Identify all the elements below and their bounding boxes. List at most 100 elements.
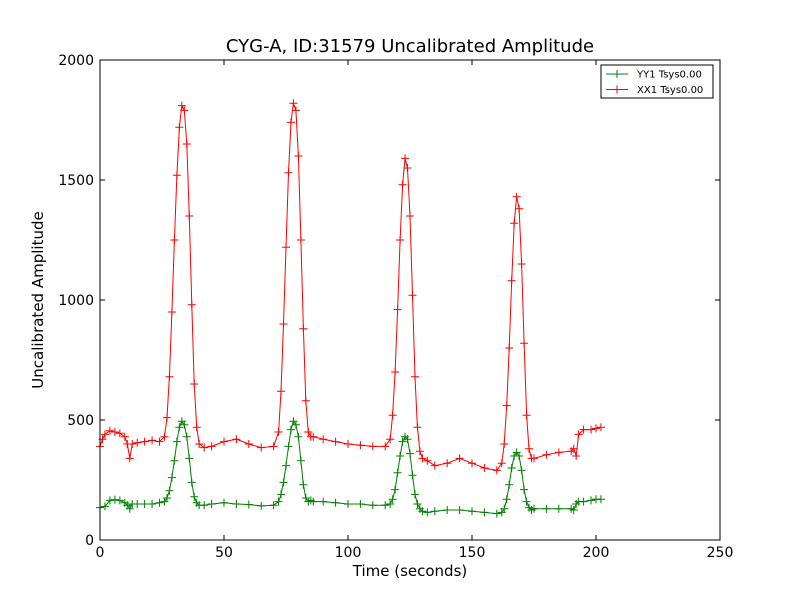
data-point bbox=[167, 473, 176, 482]
data-point bbox=[415, 447, 424, 456]
data-point bbox=[386, 435, 395, 444]
data-point bbox=[284, 168, 293, 177]
data-point bbox=[515, 452, 524, 460]
data-point bbox=[344, 440, 352, 448]
data-point bbox=[368, 501, 377, 510]
data-point bbox=[505, 344, 514, 352]
legend: YY1 Tsys0.00 XX1 Tsys0.00 bbox=[600, 64, 714, 99]
data-point bbox=[530, 504, 538, 513]
data-point bbox=[331, 437, 340, 446]
data-point bbox=[180, 106, 189, 115]
data-point bbox=[497, 459, 506, 468]
data-point bbox=[148, 436, 157, 445]
data-point bbox=[187, 478, 196, 487]
data-point bbox=[207, 442, 216, 451]
data-point bbox=[520, 339, 529, 348]
data-point bbox=[408, 471, 417, 480]
data-point bbox=[274, 428, 283, 436]
data-point bbox=[512, 192, 521, 201]
data-point bbox=[244, 440, 253, 448]
data-point bbox=[522, 411, 531, 420]
data-point bbox=[574, 430, 583, 439]
data-point bbox=[167, 308, 176, 316]
data-point bbox=[480, 508, 489, 517]
data-point bbox=[277, 490, 286, 499]
data-point bbox=[296, 236, 305, 244]
data-point bbox=[155, 498, 164, 507]
data-point bbox=[522, 497, 531, 506]
data-point bbox=[319, 497, 328, 506]
data-point bbox=[282, 461, 290, 470]
data-point bbox=[232, 435, 241, 444]
data-point bbox=[492, 466, 501, 475]
data-point bbox=[443, 506, 452, 514]
data-point bbox=[115, 429, 124, 438]
data-point bbox=[391, 485, 400, 494]
data-point bbox=[200, 443, 209, 452]
data-point bbox=[502, 495, 511, 504]
data-point bbox=[192, 423, 201, 432]
x-tick-label: 250 bbox=[707, 545, 734, 561]
data-point bbox=[160, 432, 169, 441]
data-point bbox=[207, 500, 216, 508]
data-point bbox=[279, 320, 288, 328]
data-point bbox=[403, 435, 412, 444]
data-point bbox=[500, 440, 509, 448]
x-tick-label: 200 bbox=[583, 545, 610, 561]
data-point bbox=[413, 423, 422, 432]
data-point bbox=[388, 495, 397, 504]
data-point bbox=[100, 430, 109, 439]
data-point bbox=[423, 508, 432, 517]
data-point bbox=[200, 501, 209, 510]
data-point bbox=[220, 498, 228, 507]
data-point bbox=[386, 500, 395, 508]
data-point bbox=[125, 504, 134, 513]
y-axis-title: Uncalibrated Amplitude bbox=[29, 211, 47, 388]
data-point bbox=[455, 454, 464, 463]
data-point bbox=[232, 500, 241, 508]
data-point bbox=[569, 506, 578, 514]
data-point bbox=[356, 500, 365, 508]
data-point bbox=[175, 123, 184, 132]
data-point bbox=[244, 500, 253, 509]
series-1 bbox=[96, 99, 605, 475]
data-point bbox=[190, 380, 199, 388]
data-point bbox=[110, 495, 119, 504]
data-point bbox=[572, 452, 581, 460]
data-point bbox=[165, 486, 174, 495]
data-point bbox=[331, 498, 340, 507]
data-point bbox=[115, 496, 124, 505]
series-0 bbox=[96, 417, 605, 518]
y-tick-label: 1500 bbox=[58, 173, 94, 189]
chart-title: CYG-A, ID:31579 Uncalibrated Amplitude bbox=[226, 36, 594, 57]
data-point bbox=[554, 448, 563, 457]
data-point bbox=[381, 442, 390, 451]
data-point bbox=[393, 468, 402, 477]
data-point bbox=[187, 300, 196, 309]
data-point bbox=[185, 212, 194, 220]
data-point bbox=[220, 437, 228, 446]
data-point bbox=[170, 456, 179, 465]
data-point bbox=[430, 461, 439, 470]
data-point bbox=[284, 442, 293, 451]
data-point bbox=[299, 480, 308, 489]
data-point bbox=[133, 438, 142, 447]
data-point bbox=[430, 507, 439, 516]
data-point bbox=[396, 236, 405, 244]
data-point bbox=[105, 496, 114, 505]
data-point bbox=[410, 372, 419, 381]
data-point bbox=[190, 492, 199, 501]
data-point bbox=[182, 140, 191, 148]
data-point bbox=[140, 500, 149, 508]
data-point bbox=[172, 437, 181, 446]
data-point bbox=[505, 480, 514, 489]
data-point bbox=[148, 500, 157, 508]
data-point bbox=[175, 423, 184, 432]
data-point bbox=[455, 506, 464, 514]
data-point bbox=[195, 440, 204, 448]
y-tick-label: 0 bbox=[85, 533, 94, 549]
data-point bbox=[185, 454, 194, 463]
legend-box bbox=[600, 64, 714, 99]
data-point bbox=[309, 497, 318, 506]
data-point bbox=[277, 387, 286, 396]
